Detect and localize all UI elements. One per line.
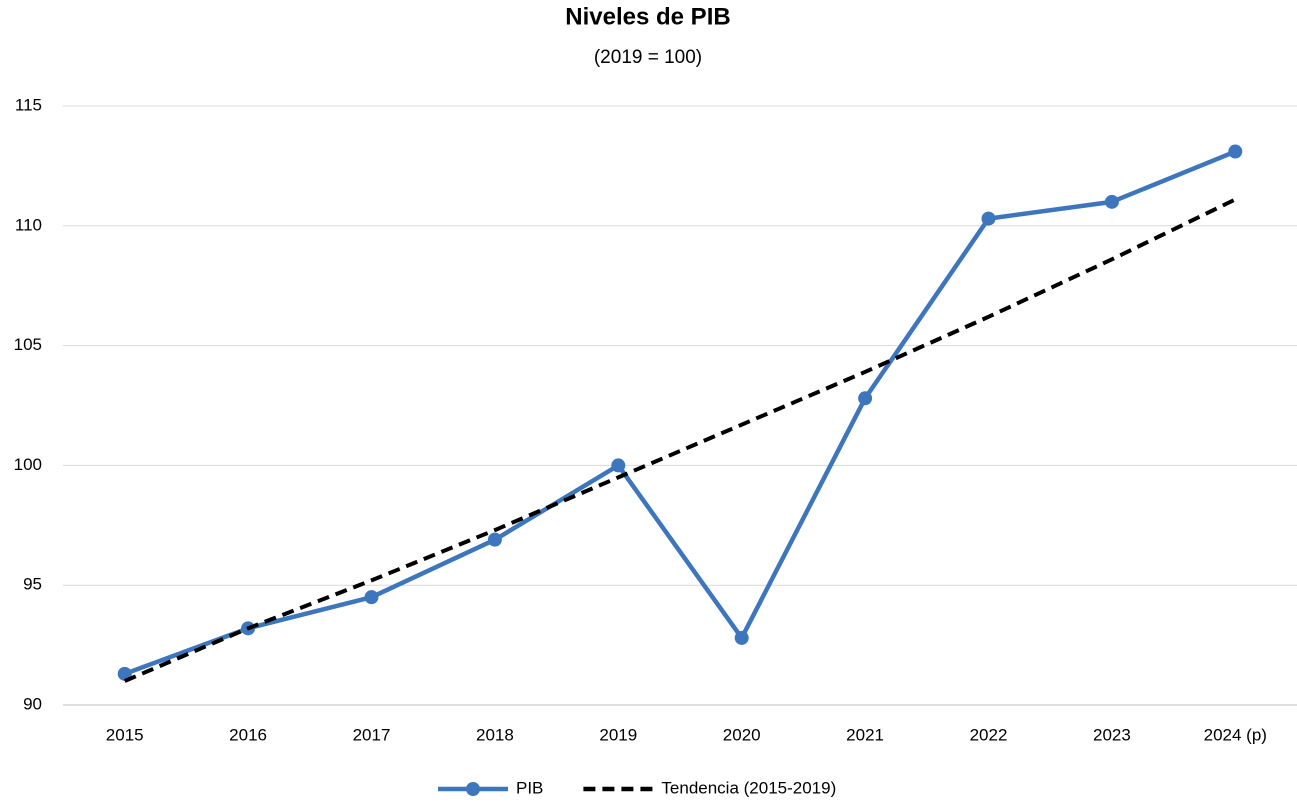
legend-label: PIB (516, 778, 543, 797)
y-tick-label: 110 (15, 215, 42, 234)
point (1104, 194, 1119, 209)
point (858, 391, 873, 406)
trend-line (123, 197, 1237, 683)
y-tick-label: 95 (23, 575, 42, 594)
x-tick-label: 2015 (106, 725, 144, 744)
legend-label: Tendencia (2015-2019) (661, 778, 836, 797)
x-tick-label: 2023 (1093, 725, 1131, 744)
x-tick-label: 2018 (476, 725, 514, 744)
point (117, 666, 132, 681)
point (1228, 144, 1243, 159)
point (487, 532, 502, 547)
x-tick-label: 2024 (p) (1204, 725, 1267, 744)
series-line (123, 149, 1237, 676)
point (364, 590, 379, 605)
point (981, 211, 996, 226)
chart-title: Niveles de PIB (565, 3, 730, 30)
x-tick-label: 2020 (723, 725, 761, 744)
x-tick-label: 2021 (846, 725, 884, 744)
y-tick-label: 105 (14, 335, 42, 354)
y-tick-label: 90 (23, 694, 42, 713)
point (611, 458, 626, 473)
x-tick-label: 2016 (229, 725, 267, 744)
y-tick-label: 100 (14, 455, 42, 474)
point (734, 630, 749, 645)
y-tick-label: 115 (15, 95, 42, 114)
legend-marker (466, 782, 480, 796)
x-tick-label: 2022 (970, 725, 1008, 744)
x-tick-label: 2017 (353, 725, 391, 744)
x-tick-label: 2019 (599, 725, 637, 744)
chart-subtitle: (2019 = 100) (594, 47, 702, 68)
